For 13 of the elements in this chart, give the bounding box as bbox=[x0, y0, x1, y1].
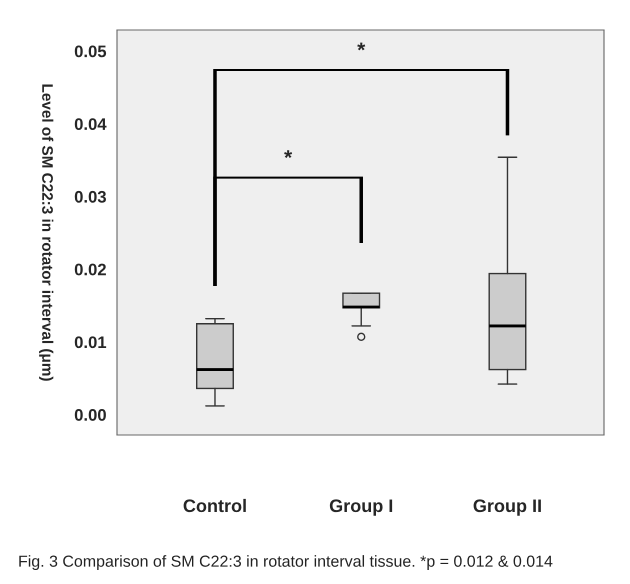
x-tick-label: Control bbox=[184, 498, 246, 512]
y-tick-label: 0.00 bbox=[74, 409, 106, 421]
y-axis-title: Level of SM C22:3 in rotator interval (μm) bbox=[39, 84, 54, 381]
annotation: * bbox=[284, 150, 292, 158]
y-tick-label: 0.05 bbox=[74, 45, 106, 58]
y-tick-label: 0.02 bbox=[74, 264, 106, 276]
x-tick-label: Group I bbox=[330, 499, 392, 516]
caption: Fig. 3 Comparison of SM C22:3 in rotator interval tissue. *p = 0.012 & 0.014 bbox=[19, 555, 552, 570]
y-tick-label: 0.03 bbox=[74, 190, 106, 203]
annotation: * bbox=[357, 42, 366, 50]
y-tick-label: 0.04 bbox=[74, 118, 106, 130]
x-tick-label: Group II bbox=[474, 499, 541, 516]
y-tick-label: 0.01 bbox=[74, 336, 106, 348]
